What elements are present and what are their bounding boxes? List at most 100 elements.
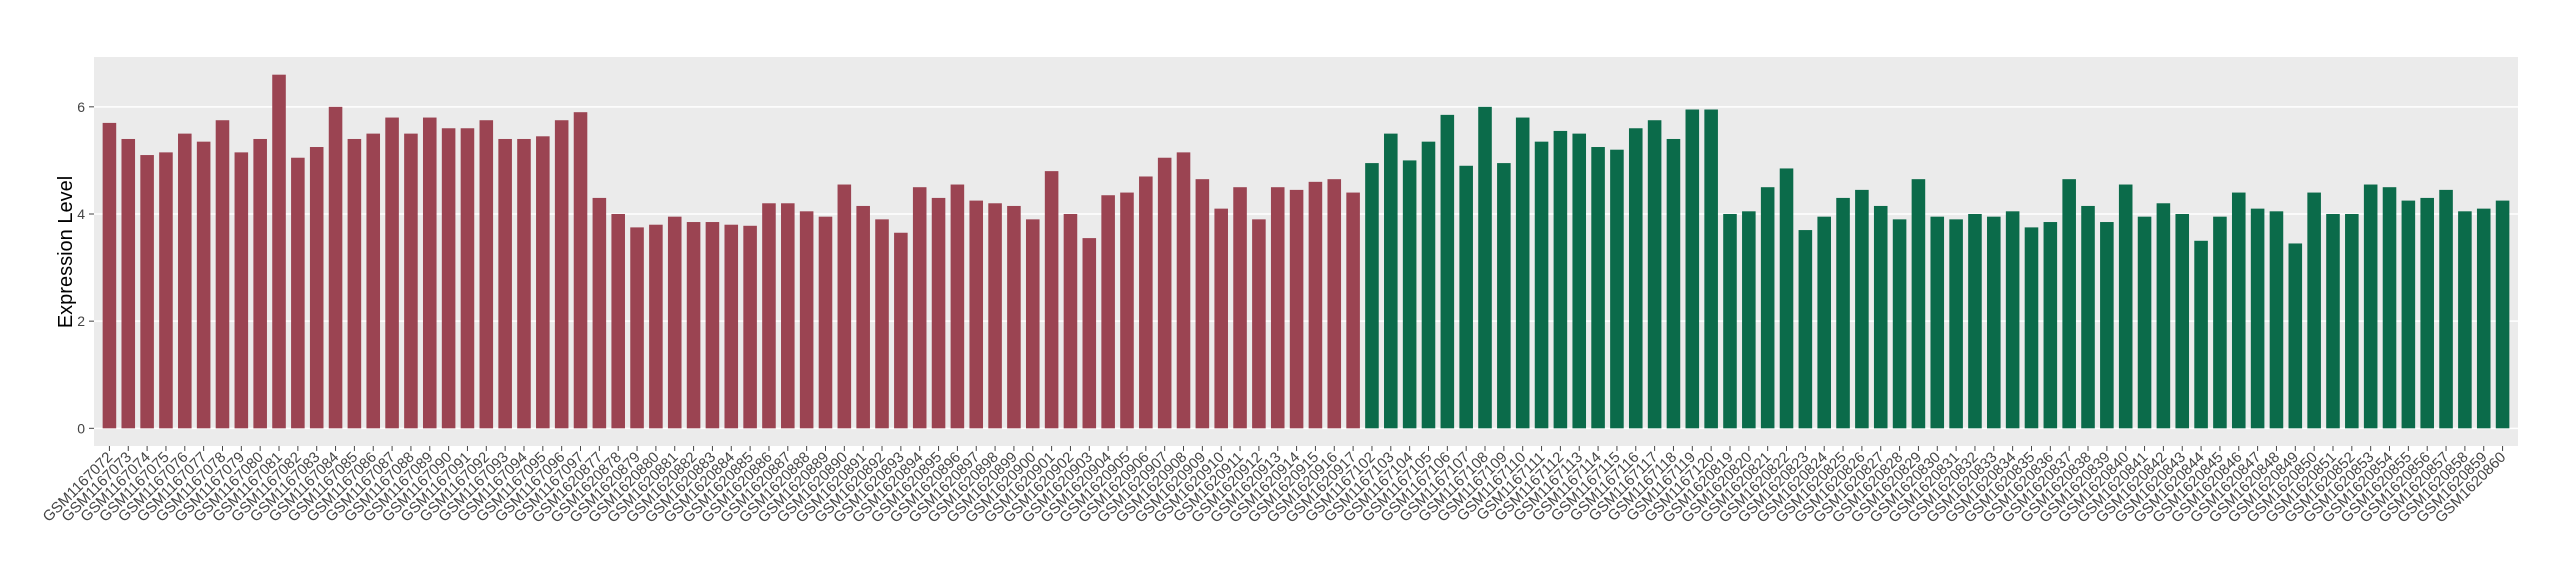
bar [894,232,908,429]
bar [950,184,965,429]
bar [1817,216,1831,429]
bar [1120,192,1134,429]
bar [2175,213,2190,429]
bar [121,138,136,429]
bar [630,227,644,429]
bar [2213,216,2227,429]
bar [1478,106,1492,429]
bar [1760,187,1775,429]
y-tick-label: 6 [77,99,85,115]
bar [1007,205,1021,429]
bar [554,120,569,429]
bar [2137,216,2152,429]
bar [969,200,984,429]
bar [1572,133,1587,429]
bar [1440,114,1455,429]
bar [573,112,588,429]
bar [1195,179,1210,429]
bar [2043,222,2058,429]
bar [1025,219,1040,429]
bar [1930,216,1945,429]
bar [1063,213,1078,429]
bar [837,184,852,429]
bar [2458,211,2472,429]
bar [347,138,362,429]
bar [1044,171,1059,429]
bar [2307,192,2321,429]
bar [1252,219,1266,429]
bar [2495,200,2510,429]
bar [1308,181,1323,429]
bar [517,138,531,429]
bar [1402,160,1417,429]
plot-background [94,57,2518,446]
bar [1346,192,1360,429]
bar [686,222,701,429]
bar [1742,211,1756,429]
bar [1214,208,1228,429]
bar [422,117,437,429]
bar [2005,211,2020,429]
bar [178,133,192,429]
bar [1779,168,1794,429]
bar [1289,189,1304,429]
bar [1685,109,1700,429]
bar [2476,208,2491,429]
bar [102,122,117,429]
bar [1270,187,1285,429]
bar [705,222,720,429]
bar [2231,192,2246,429]
bar [2401,200,2416,429]
bar [1610,149,1624,429]
bar [912,187,927,429]
bar [479,120,494,429]
bar [2062,179,2076,429]
bar [1704,109,1718,429]
bar [309,147,324,429]
bar [781,203,795,429]
bar [2024,227,2039,429]
bar [498,138,512,429]
bar [1534,141,1549,429]
bar [667,216,682,429]
bar [2269,211,2284,429]
bar [1892,219,1907,429]
bar [328,106,343,429]
bar [1855,189,1869,429]
bar [196,141,211,429]
bar [1497,163,1511,429]
bar [1082,238,1097,429]
bar [1987,216,2001,429]
bar [724,224,739,429]
bar [253,138,267,429]
bar [1873,205,1888,429]
bar [404,133,418,429]
bar [1515,117,1530,429]
bar [2156,203,2171,429]
bar [234,152,249,429]
bar [1327,179,1342,429]
bar [2363,184,2378,429]
bar [1384,133,1398,429]
y-tick-label: 0 [77,420,85,436]
bar [931,197,946,429]
bar [1647,120,1662,429]
bar [2420,197,2434,429]
bar [875,219,889,429]
bar [1968,213,1982,429]
bar [2382,187,2397,429]
y-axis-title: Expression Level [55,176,77,328]
bar [272,74,286,429]
bar [366,133,381,429]
bar [1798,230,1813,429]
bar [1233,187,1247,429]
bar [592,197,607,429]
bar [743,225,757,429]
bar [1553,130,1568,429]
bar [2345,213,2359,429]
bar [2118,184,2133,429]
bar [2100,222,2114,429]
bar [856,205,870,429]
bar [799,211,814,429]
